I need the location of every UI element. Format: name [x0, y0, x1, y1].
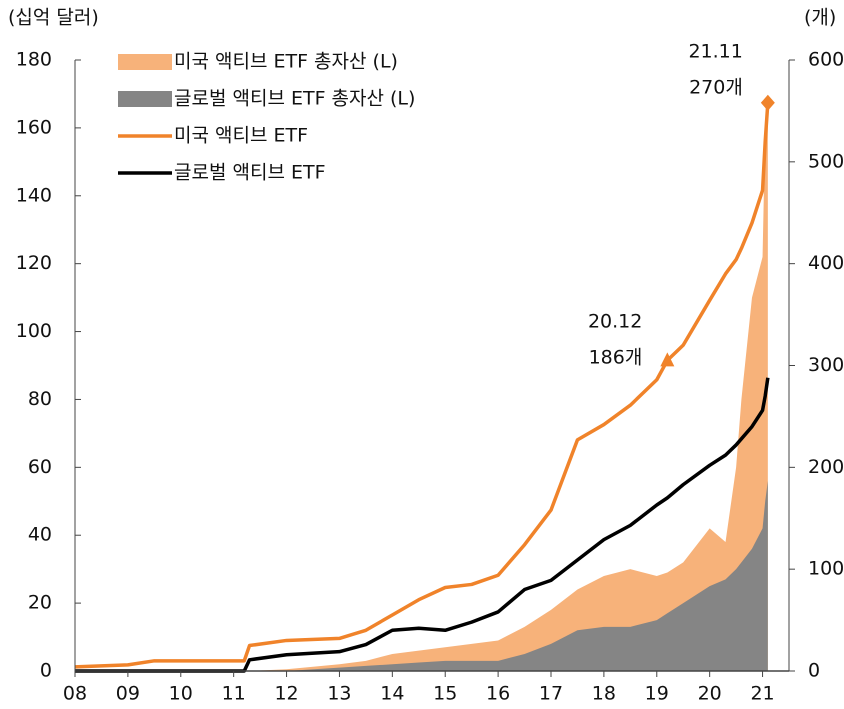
area: [75, 110, 768, 671]
x-tick-label: 11: [222, 683, 246, 705]
legend-swatch: [118, 91, 172, 107]
x-tick-label: 19: [645, 683, 669, 705]
y2-tick-label: 500: [808, 150, 844, 172]
x-tick-label: 20: [698, 683, 722, 705]
legend-label: 글로벌 액티브 ETF: [174, 162, 326, 184]
x-tick-label: 12: [274, 683, 298, 705]
y-tick-label: 20: [28, 592, 52, 614]
x-tick-label: 15: [433, 683, 457, 705]
x-tick-label: 13: [327, 683, 351, 705]
x-tick-label: 21: [750, 683, 774, 705]
y-tick-label: 100: [16, 320, 52, 342]
annotation: 186개: [589, 347, 643, 369]
y2-axis-label: (개): [804, 7, 836, 29]
y-tick-label: 180: [16, 49, 52, 71]
y2-tick-label: 100: [808, 558, 844, 580]
annotation: 21.11: [688, 41, 742, 63]
x-tick-label: 14: [380, 683, 404, 705]
line: [75, 377, 770, 673]
line: [74, 102, 770, 669]
y2-tick-label: 400: [808, 252, 844, 274]
y-tick-label: 160: [16, 116, 52, 138]
y-tick-label: 0: [40, 660, 52, 682]
area: [75, 480, 768, 671]
y2-tick-label: 200: [808, 456, 844, 478]
x-tick-label: 16: [486, 683, 510, 705]
y-tick-label: 40: [28, 524, 52, 546]
legend-label: 미국 액티브 ETF 총자산 (L): [174, 51, 398, 73]
x-tick-label: 09: [116, 683, 140, 705]
annotation: 270개: [689, 77, 743, 99]
legend-label: 미국 액티브 ETF: [174, 125, 308, 147]
x-tick-label: 18: [592, 683, 616, 705]
y-axis-label: (십억 달러): [8, 7, 99, 29]
y2-tick-label: 600: [808, 49, 844, 71]
y-tick-label: 60: [28, 456, 52, 478]
x-tick-label: 10: [169, 683, 193, 705]
y-tick-label: 140: [16, 184, 52, 206]
y2-tick-label: 0: [808, 660, 820, 682]
y-tick-label: 80: [28, 388, 52, 410]
marker: [660, 352, 675, 367]
y-tick-label: 120: [16, 252, 52, 274]
legend-label: 글로벌 액티브 ETF 총자산 (L): [174, 88, 415, 110]
legend-swatch: [118, 54, 172, 70]
marker: [760, 94, 775, 111]
x-tick-label: 17: [539, 683, 563, 705]
y2-tick-label: 300: [808, 354, 844, 376]
annotation: 20.12: [588, 311, 642, 333]
x-tick-label: 08: [63, 683, 87, 705]
